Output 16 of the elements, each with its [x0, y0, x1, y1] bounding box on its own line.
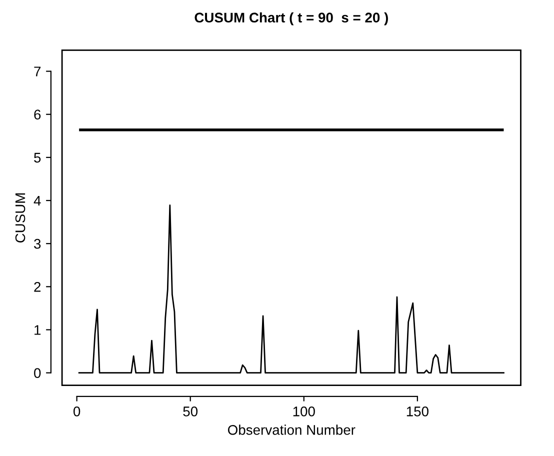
x-tick-label: 100: [293, 406, 315, 416]
y-tick-label: 5: [34, 152, 41, 163]
x-axis-title: Observation Number: [228, 424, 356, 435]
y-axis-title: CUSUM: [15, 193, 26, 242]
y-tick-label: 4: [34, 196, 41, 206]
y-tick-label: 0: [34, 368, 41, 378]
y-tick-label: 6: [34, 110, 41, 120]
y-tick-label: 2: [34, 282, 41, 292]
line-series: [78, 204, 504, 374]
x-tick-label: 0: [73, 406, 80, 416]
y-tick-label: 7: [34, 66, 41, 76]
chart-title: CUSUM Chart ( t = 90 s = 20 ): [194, 12, 388, 26]
y-tick-label: 1: [34, 325, 41, 335]
x-tick-label: 50: [183, 406, 198, 416]
x-tick-label: 150: [406, 406, 428, 416]
y-tick-label: 3: [34, 238, 41, 249]
